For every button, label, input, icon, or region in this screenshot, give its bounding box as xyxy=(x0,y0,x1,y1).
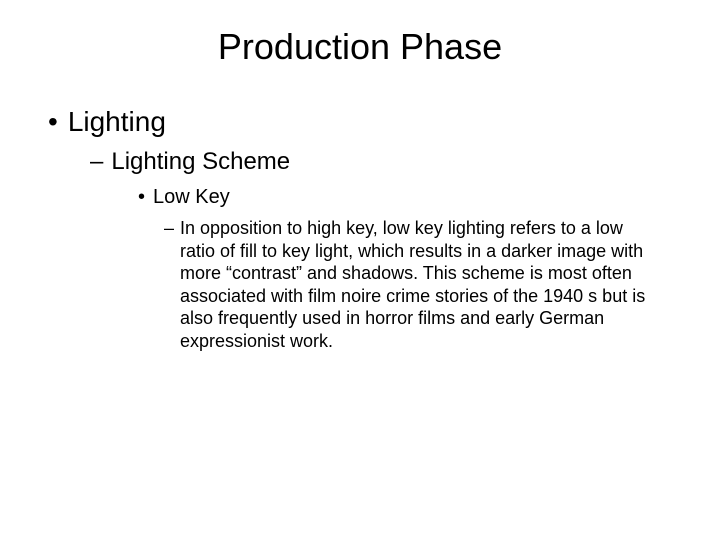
bullet-level-4: –In opposition to high key, low key ligh… xyxy=(180,217,690,352)
slide-title: Production Phase xyxy=(30,26,690,68)
bullet-level-2: –Lighting Scheme xyxy=(90,148,690,176)
bullet-level-4-text: In opposition to high key, low key light… xyxy=(180,217,650,352)
slide: Production Phase •Lighting –Lighting Sch… xyxy=(0,0,720,540)
bullet-dash-icon: – xyxy=(90,148,103,175)
bullet-dash-icon: – xyxy=(164,217,174,240)
bullet-dot-icon: • xyxy=(48,106,58,137)
bullet-level-3: • Low Key xyxy=(138,186,690,209)
bullet-level-1-text: Lighting xyxy=(68,106,166,137)
bullet-dot-icon: • xyxy=(138,186,145,208)
bullet-level-1: • Lighting xyxy=(48,106,690,138)
bullet-level-3-text: Low Key xyxy=(153,186,230,208)
bullet-level-2-text: Lighting Scheme xyxy=(111,148,290,175)
